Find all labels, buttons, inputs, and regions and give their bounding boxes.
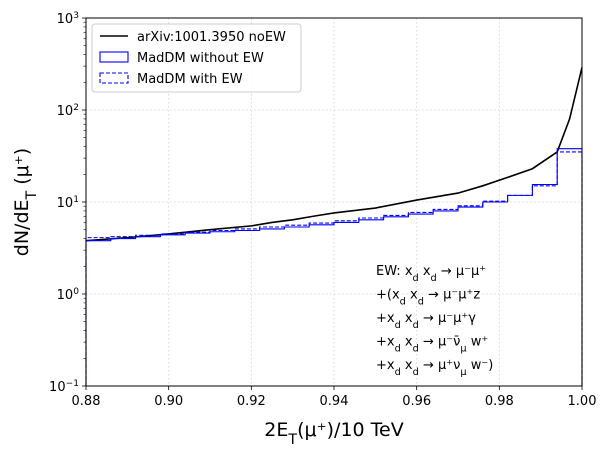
x-tick-label: 0.88 [72,394,101,409]
annotation-line: +xd xd → μ⁻μ⁺γ [376,311,476,331]
x-axis-ticks: 0.88 0.90 0.92 0.94 0.96 0.98 1.00 [72,386,597,409]
x-tick-label: 0.94 [320,394,349,409]
y-axis-title: dN/dET (μ⁺) [11,148,40,256]
x-tick-label: 0.90 [154,394,183,409]
annotation-line: EW: xd xd → μ⁻μ⁺ [376,264,486,284]
legend-items: arXiv:1001.3950 noEW MadDM without EW MadD… [99,30,286,87]
y-axis-ticks: 10−1 100 101 102 103 [49,11,86,395]
y-tick-label: 100 [57,287,80,303]
x-axis-title: 2ET(μ⁺)/10 TeV [264,419,403,448]
legend-swatch [99,72,129,84]
x-tick-label: 0.92 [237,394,266,409]
legend-swatch [99,51,129,63]
annotation: EW: xd xd → μ⁻μ⁺ +(xd xd → μ⁻μ⁺z +xd xd → … [376,264,493,378]
legend-label: MadDM with EW [137,72,243,87]
y-tick-label: 10−1 [49,379,79,395]
annotation-line: +(xd xd → μ⁻μ⁺z [376,288,480,308]
x-tick-label: 0.98 [485,394,514,409]
y-tick-label: 102 [57,103,79,119]
y-tick-label: 101 [57,195,79,211]
x-tick-label: 0.96 [402,394,431,409]
legend-box [91,23,302,93]
annotation-line: +xd xd → μ⁻ν̄μ w⁺ [376,335,488,355]
x-tick-label: 1.00 [568,394,597,409]
series-3-path [85,151,583,386]
annotation-line: +xd xd → μ⁺νμ w⁻) [376,358,493,378]
y-tick-label: 103 [57,11,80,27]
series-layer [85,67,583,386]
legend: arXiv:1001.3950 noEW MadDM without EW MadD… [91,23,302,93]
legend-label: arXiv:1001.3950 noEW [137,30,286,45]
series-1-path [85,67,583,242]
legend-label: MadDM without EW [137,51,264,66]
